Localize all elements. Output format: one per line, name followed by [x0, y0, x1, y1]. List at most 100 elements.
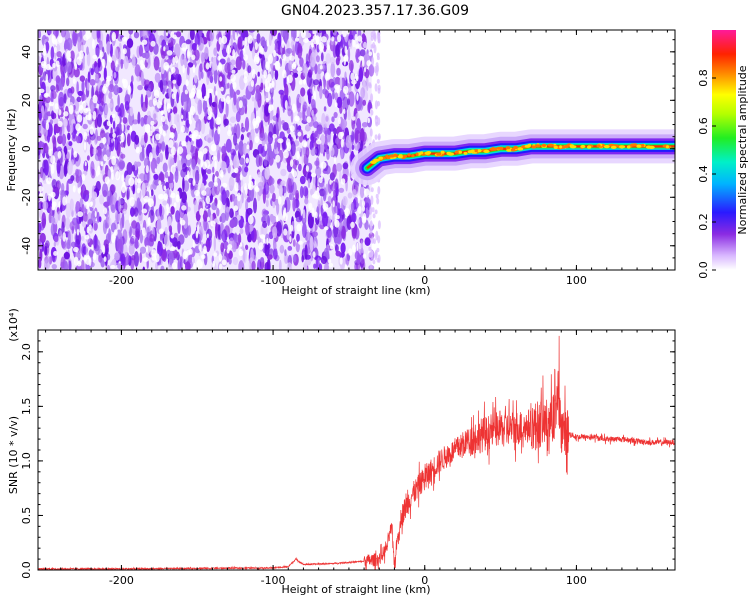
noise-blob: [260, 257, 265, 263]
noise-gap: [122, 48, 127, 55]
noise-blob: [103, 201, 110, 208]
noise-gap: [88, 224, 92, 231]
noise-blob: [98, 105, 103, 117]
noise-gap: [222, 182, 228, 188]
noise-gap: [136, 178, 142, 184]
noise-gap: [92, 39, 95, 50]
noise-gap: [282, 69, 287, 79]
noise-gap: [245, 187, 248, 195]
noise-blob: [313, 121, 319, 129]
noise-blob: [109, 114, 113, 125]
noise-gap: [217, 126, 221, 135]
noise-gap: [346, 30, 350, 35]
noise-gap: [292, 103, 297, 113]
noise-blob: [187, 62, 194, 68]
noise-blob: [131, 75, 134, 83]
signal-peak-blob: [517, 147, 523, 151]
noise-gap: [266, 237, 269, 245]
noise-blob: [47, 30, 53, 35]
spectrogram-x-ticks: -200 -100 0 100: [45, 30, 668, 287]
noise-blob: [90, 68, 94, 76]
noise-blob: [315, 55, 320, 63]
noise-gap: [297, 131, 302, 137]
colorbar-tick-label: 0.8: [697, 69, 710, 87]
signal-peak-blob: [553, 145, 558, 149]
noise-gap: [192, 240, 195, 248]
noise-blob: [326, 227, 333, 238]
noise-gap: [296, 30, 299, 37]
noise-gap: [324, 72, 330, 81]
noise-gap: [105, 79, 109, 88]
noise-gap: [115, 60, 118, 68]
noise-blob: [332, 90, 335, 100]
noise-blob: [259, 132, 266, 142]
y-tick-label: 0: [20, 145, 33, 152]
noise-blob: [326, 128, 331, 143]
noise-blob: [153, 30, 157, 33]
noise-gap: [233, 167, 239, 174]
noise-blob: [98, 255, 103, 263]
noise-blob: [153, 173, 159, 180]
noise-gap: [200, 157, 203, 168]
noise-gap: [175, 194, 180, 201]
noise-blob: [108, 84, 115, 93]
signal-peak-blob: [619, 145, 626, 149]
noise-gap: [172, 262, 178, 270]
noise-gap: [58, 109, 62, 116]
noise-blob: [68, 141, 73, 147]
noise-gap: [226, 248, 230, 254]
x-tick-label: -200: [109, 574, 134, 587]
noise-gap: [156, 101, 162, 109]
noise-blob: [268, 122, 274, 138]
noise-blob: [108, 102, 113, 109]
noise-gap: [88, 257, 92, 267]
noise-blob: [280, 180, 286, 186]
noise-gap: [142, 257, 149, 262]
noise-gap: [328, 262, 334, 268]
noise-blob: [66, 151, 71, 159]
noise-blob: [67, 230, 71, 246]
noise-blob: [142, 266, 145, 270]
noise-blob: [186, 140, 191, 153]
noise-gap: [42, 47, 47, 57]
noise-gap: [186, 154, 191, 161]
noise-gap: [233, 205, 239, 212]
noise-edge: [370, 250, 374, 260]
noise-blob: [238, 30, 242, 35]
noise-gap: [193, 262, 196, 270]
noise-gap: [201, 190, 207, 196]
noise-blob: [348, 60, 354, 72]
noise-gap: [259, 45, 264, 55]
noise-gap: [305, 165, 309, 172]
signal-peak-blob: [491, 147, 498, 151]
noise-blob: [263, 158, 268, 167]
noise-blob: [204, 187, 212, 198]
signal-peak-blob: [447, 152, 455, 156]
noise-gap: [84, 234, 90, 240]
noise-gap: [356, 92, 359, 101]
noise-blob: [134, 134, 140, 145]
noise-blob: [314, 160, 320, 166]
noise-blob: [229, 116, 237, 123]
noise-blob: [239, 228, 244, 235]
noise-gap: [90, 201, 93, 206]
noise-blob: [206, 70, 213, 79]
noise-blob: [327, 195, 332, 203]
noise-blob: [280, 168, 287, 177]
noise-blob: [334, 236, 341, 244]
noise-blob: [260, 120, 264, 129]
noise-gap: [303, 38, 309, 43]
noise-blob: [232, 256, 239, 266]
noise-blob: [131, 164, 136, 172]
noise-gap: [110, 166, 114, 173]
noise-blob: [52, 136, 57, 153]
noise-gap: [172, 79, 177, 84]
noise-blob: [182, 108, 187, 121]
noise-blob: [281, 120, 285, 126]
noise-gap: [121, 122, 124, 132]
noise-gap: [55, 60, 60, 68]
noise-blob: [335, 244, 339, 253]
signal-peak-blob: [645, 145, 652, 149]
noise-edge: [369, 264, 373, 270]
noise-gap: [72, 185, 76, 193]
